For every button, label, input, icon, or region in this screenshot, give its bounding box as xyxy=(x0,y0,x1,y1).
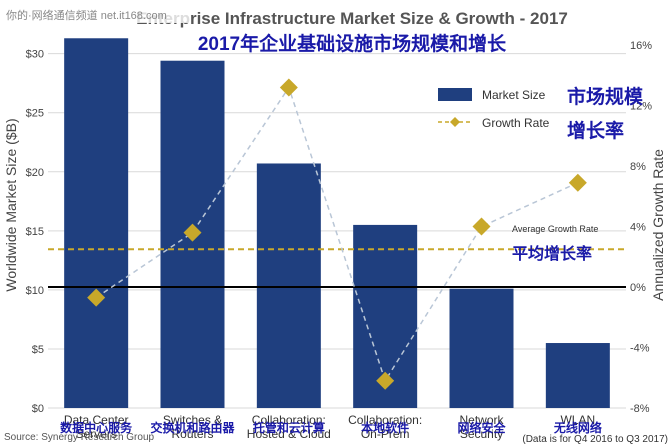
legend-diamond-marker xyxy=(450,117,460,127)
y-right-tick: -8% xyxy=(630,403,650,415)
bars xyxy=(64,38,610,409)
y-right-tick: 0% xyxy=(630,282,646,294)
data-period-note: (Data is for Q4 2016 to Q3 2017) xyxy=(522,434,668,445)
growth-rate-line xyxy=(95,85,579,383)
x-tick-label: Collaboration: xyxy=(252,413,326,427)
x-tick-label-cn: 数据中心服务 xyxy=(60,420,133,435)
y-right-tick: 16% xyxy=(630,40,652,52)
y-left-tick: $5 xyxy=(32,344,44,356)
x-tick-label: Servers xyxy=(75,427,116,441)
average-growth-label-cn: 平均增长率 xyxy=(512,244,592,263)
legend-bar-swatch xyxy=(438,88,472,101)
y-left-ticks: $0 $5 $10 $15 $20 $25 $30 xyxy=(26,49,44,415)
bar-2 xyxy=(256,163,321,408)
bar-0 xyxy=(64,38,129,409)
x-tick-label: WLAN xyxy=(560,413,595,427)
y-left-tick: $30 xyxy=(26,49,44,61)
legend-growth-rate-cn: 增长率 xyxy=(567,119,624,142)
y-right-tick: 4% xyxy=(630,222,646,234)
growth-line-group xyxy=(87,78,587,390)
legend-market-size: Market Size xyxy=(482,88,546,102)
x-tick-label: Switches & xyxy=(163,413,222,427)
x-tick-label: Network xyxy=(459,413,504,427)
y-left-tick: $20 xyxy=(26,167,44,179)
growth-marker-0 xyxy=(87,288,106,307)
y-right-tick: 12% xyxy=(630,101,652,113)
x-tick-label-cn: 托管和云计算 xyxy=(253,420,325,435)
y-left-tick: $25 xyxy=(26,108,44,120)
chart-title: Enterprise Infrastructure Market Size & … xyxy=(136,9,568,28)
growth-marker-5 xyxy=(568,173,587,192)
growth-marker-3 xyxy=(376,371,395,390)
gridlines xyxy=(48,53,626,409)
y-right-ticks: -8% -4% 0% 4% 8% 12% 16% xyxy=(630,40,652,415)
watermark-bg xyxy=(0,5,190,23)
watermark: 你的·网络通信频道 net.it168.com xyxy=(6,8,167,22)
growth-marker-4 xyxy=(472,217,491,236)
x-tick-label: Security xyxy=(460,427,503,441)
x-tick-label: Hosted & Cloud xyxy=(247,427,331,441)
x-tick-label-cn: 无线网络 xyxy=(553,420,602,435)
x-tick-label: Routers xyxy=(171,427,213,441)
legend-market-size-cn: 市场规模 xyxy=(567,85,644,108)
x-tick-label-cn: 网络安全 xyxy=(457,420,506,435)
y-right-tick: 8% xyxy=(630,161,646,173)
y-right-label: Annualized Growth Rate xyxy=(650,149,666,301)
y-right-tick: -4% xyxy=(630,343,650,355)
growth-marker-1 xyxy=(183,223,202,242)
average-growth-label: Average Growth Rate xyxy=(512,224,598,234)
y-left-tick: $15 xyxy=(26,226,44,238)
legend-growth-rate: Growth Rate xyxy=(482,116,550,130)
bar-5 xyxy=(545,343,610,408)
average-line-group xyxy=(48,248,626,289)
chart-subtitle-cn: 2017年企业基础设施市场规模和增长 xyxy=(198,32,507,55)
x-tick-label: Data Center xyxy=(64,413,129,427)
x-tick-label-cn: 交换机和路由器 xyxy=(150,420,235,435)
y-left-tick: $0 xyxy=(32,403,44,415)
x-tick-label: On-Prem xyxy=(361,427,410,441)
y-left-tick: $10 xyxy=(26,285,44,297)
bar-4 xyxy=(449,288,514,408)
x-tick-label-cn: 本地软件 xyxy=(361,420,409,435)
y-left-label: Worldwide Market Size ($B) xyxy=(3,118,19,291)
x-tick-label: Collaboration: xyxy=(348,413,422,427)
growth-marker-2 xyxy=(279,78,298,97)
source-note: Source: Synergy Research Group xyxy=(4,432,155,443)
